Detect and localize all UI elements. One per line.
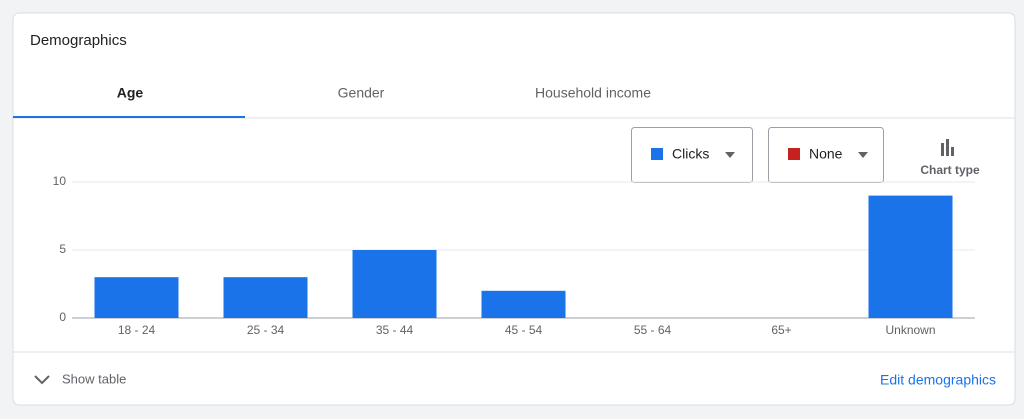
y-tick-label: 5 — [59, 242, 66, 256]
y-tick-label: 0 — [59, 310, 66, 324]
tab[interactable]: Age — [117, 85, 144, 101]
x-tick-label: 55 - 64 — [634, 323, 672, 337]
x-tick-label: 45 - 54 — [505, 323, 543, 337]
chevron — [34, 375, 50, 385]
card-bg — [12, 12, 1016, 406]
y-tick-label: 10 — [53, 174, 67, 188]
legend-label: Clicks — [672, 146, 709, 162]
metric-dropdown[interactable]: Clicks — [631, 127, 753, 183]
active-tab-indicator — [13, 116, 245, 118]
tab[interactable]: Gender — [338, 85, 385, 101]
bar — [481, 290, 566, 318]
bar — [223, 277, 308, 318]
dropdown-label: None — [809, 146, 843, 162]
legend-swatch — [788, 148, 800, 160]
x-tick-label: 35 - 44 — [376, 323, 414, 337]
metric-dropdown[interactable]: None — [768, 127, 884, 183]
dropdown-arrow — [725, 152, 735, 158]
legend-swatch — [651, 148, 663, 160]
show-table: Show table — [62, 371, 126, 386]
icon — [941, 143, 944, 156]
chart-type-label: Chart type — [920, 163, 980, 177]
x-tick-label: Unknown — [885, 323, 935, 337]
x-tick-label: 18 - 24 — [118, 323, 156, 337]
icon — [946, 139, 949, 156]
bar — [352, 250, 437, 318]
edit-link[interactable]: Edit demographics — [880, 372, 996, 388]
tab[interactable]: Household income — [535, 85, 651, 101]
x-tick-label: 65+ — [771, 323, 791, 337]
chart-type-button[interactable]: Chart type — [920, 139, 980, 177]
bar — [868, 195, 953, 318]
bar — [94, 277, 179, 318]
dropdown-arrow — [858, 152, 868, 158]
card-title: Demographics — [30, 32, 127, 49]
show-table-toggle[interactable]: Show table — [34, 371, 126, 386]
icon — [951, 147, 954, 156]
plot: 0 5 10 18 - 24 25 - 34 35 - 44 45 - 54 55 - 64 6… — [53, 174, 975, 337]
x-tick-label: 25 - 34 — [247, 323, 285, 337]
